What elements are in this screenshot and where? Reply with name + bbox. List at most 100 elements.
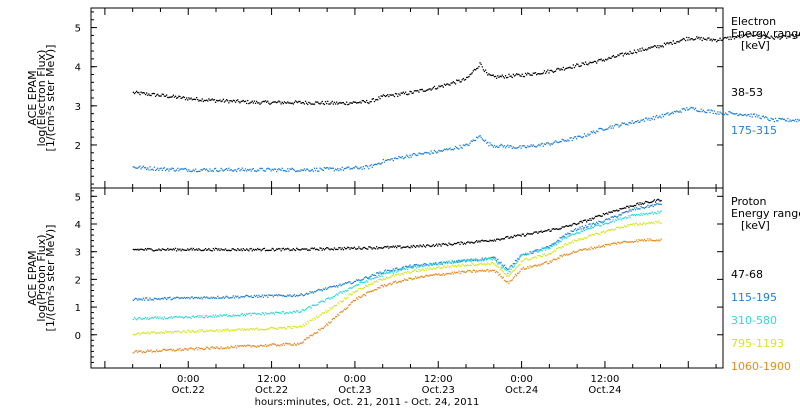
data-point [434,263,437,265]
data-point [514,268,517,270]
data-point [546,247,548,249]
data-point [171,298,173,300]
data-point [224,347,227,349]
data-point [357,279,359,282]
data-point [327,297,329,299]
data-point [312,333,314,335]
data-point [221,169,223,171]
data-point [533,72,536,74]
data-point [337,103,339,105]
data-point [373,247,376,249]
data-point [439,150,441,152]
data-point [557,247,559,249]
data-point [480,63,482,65]
data-point [474,259,477,261]
data-point [602,129,604,131]
data-point [358,246,360,248]
data-point [632,122,634,124]
data-point [498,274,500,276]
data-point [156,249,158,251]
data-point [441,274,443,276]
data-point [196,296,198,299]
data-point [713,39,716,41]
data-point [589,133,591,135]
data-point [346,247,348,250]
data-point [220,315,222,317]
data-point [564,243,567,245]
data-point [642,212,644,215]
data-point [660,117,662,119]
data-point [218,100,220,102]
data-point [150,248,152,250]
data-point [622,122,624,125]
data-point [260,102,262,104]
data-point [500,268,502,270]
data-point [158,332,160,334]
data-point [599,233,601,236]
data-point [207,346,209,349]
data-point [244,168,247,170]
data-point [576,223,578,226]
data-point [549,260,551,262]
data-point [460,241,462,243]
data-point [530,252,532,254]
data-point [640,206,642,208]
data-point [619,242,621,245]
data-point [453,271,456,273]
data-point [569,137,571,139]
data-point [503,264,506,266]
data-point [519,263,521,266]
data-point [316,101,318,103]
data-point [399,268,401,271]
data-point [537,249,539,251]
data-point [622,212,624,214]
data-point [554,228,557,230]
data-point [412,278,414,280]
data-point [527,145,529,147]
data-point [293,249,296,251]
data-point [321,169,323,171]
data-point [349,281,351,283]
data-point [226,249,228,252]
data-point [461,147,463,149]
data-point [340,285,342,287]
data-point [403,278,406,280]
data-point [224,314,227,316]
data-point [341,300,343,303]
data-point [519,255,521,257]
data-point [501,277,503,279]
data-point [253,100,256,102]
data-point [782,118,784,120]
data-point [342,310,344,312]
data-point [458,241,460,244]
data-point [631,208,633,210]
data-point [508,237,510,239]
data-point [571,240,573,242]
data-point [618,54,620,57]
data-point [182,168,184,170]
legend-entry: 310-580 [731,314,777,327]
data-point [193,98,196,100]
data-point [526,267,528,270]
data-point [204,297,207,299]
data-point [192,169,194,171]
data-point [748,33,750,35]
data-point [514,263,517,265]
data-point [248,102,250,105]
data-point [333,304,336,307]
data-point [618,242,620,244]
data-point [193,349,196,351]
data-point [783,118,786,121]
data-point [210,315,212,318]
data-point [381,284,383,286]
data-point [557,228,559,231]
data-point [496,260,498,262]
data-point [233,329,236,332]
data-point [316,304,318,306]
data-point [293,342,296,345]
data-point [643,202,646,204]
data-point [583,63,586,66]
data-point [364,165,367,167]
data-point [294,344,297,346]
data-point [171,167,173,169]
